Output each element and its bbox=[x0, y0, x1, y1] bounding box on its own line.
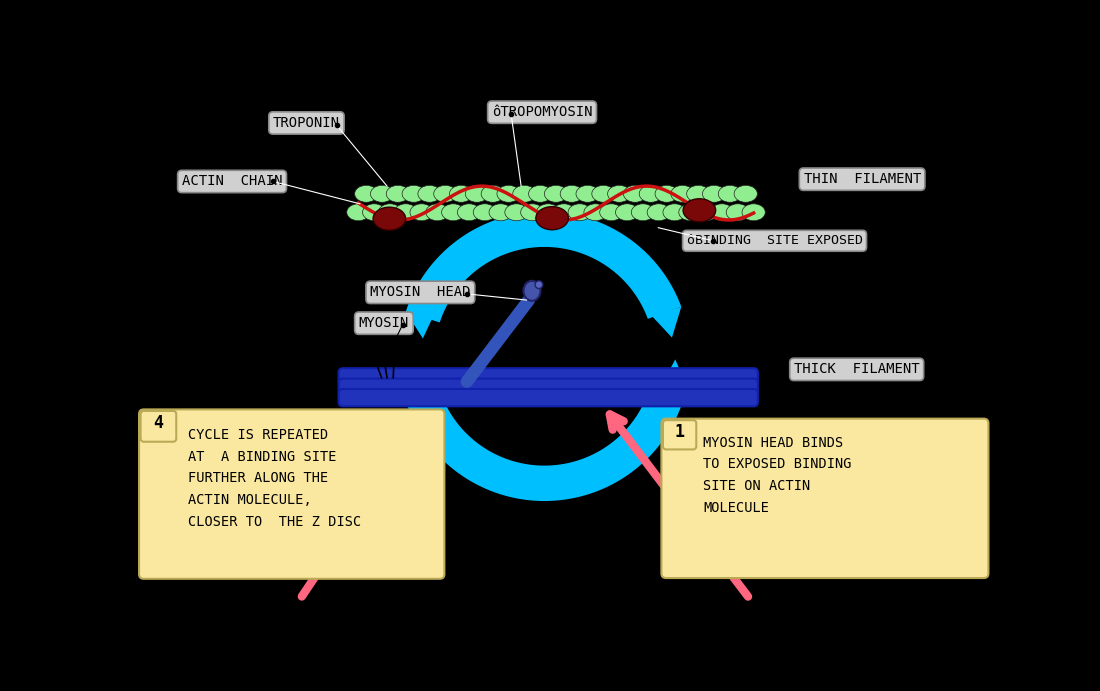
Polygon shape bbox=[406, 211, 681, 323]
Ellipse shape bbox=[346, 204, 370, 220]
Ellipse shape bbox=[654, 185, 679, 202]
Ellipse shape bbox=[441, 204, 465, 220]
Ellipse shape bbox=[671, 185, 694, 202]
Ellipse shape bbox=[505, 204, 528, 220]
Ellipse shape bbox=[465, 185, 488, 202]
Ellipse shape bbox=[490, 204, 513, 220]
Ellipse shape bbox=[576, 185, 600, 202]
Ellipse shape bbox=[703, 185, 726, 202]
Ellipse shape bbox=[394, 204, 417, 220]
Text: THICK  FILAMENT: THICK FILAMENT bbox=[794, 362, 920, 377]
Ellipse shape bbox=[607, 185, 631, 202]
Ellipse shape bbox=[686, 185, 710, 202]
Ellipse shape bbox=[624, 185, 647, 202]
FancyBboxPatch shape bbox=[339, 368, 758, 386]
Ellipse shape bbox=[481, 185, 505, 202]
Ellipse shape bbox=[560, 185, 583, 202]
Ellipse shape bbox=[371, 185, 394, 202]
Ellipse shape bbox=[433, 185, 456, 202]
Ellipse shape bbox=[536, 207, 569, 229]
Ellipse shape bbox=[544, 185, 568, 202]
Polygon shape bbox=[406, 305, 439, 339]
Ellipse shape bbox=[584, 204, 607, 220]
Polygon shape bbox=[406, 379, 686, 501]
Ellipse shape bbox=[386, 185, 409, 202]
Ellipse shape bbox=[418, 185, 441, 202]
Ellipse shape bbox=[734, 185, 757, 202]
Ellipse shape bbox=[616, 204, 639, 220]
Text: ôTROPOMYOSIN: ôTROPOMYOSIN bbox=[492, 105, 592, 119]
Ellipse shape bbox=[513, 185, 536, 202]
FancyBboxPatch shape bbox=[141, 411, 176, 442]
Text: CYCLE IS REPEATED
AT  A BINDING SITE
FURTHER ALONG THE
ACTIN MOLECULE,
CLOSER TO: CYCLE IS REPEATED AT A BINDING SITE FURT… bbox=[188, 428, 361, 529]
Ellipse shape bbox=[552, 204, 575, 220]
Text: ACTIN  CHAIN: ACTIN CHAIN bbox=[182, 175, 283, 189]
Ellipse shape bbox=[497, 185, 520, 202]
Ellipse shape bbox=[520, 204, 543, 220]
Text: MYOSIN: MYOSIN bbox=[359, 316, 409, 330]
Ellipse shape bbox=[726, 204, 749, 220]
Ellipse shape bbox=[663, 204, 686, 220]
Ellipse shape bbox=[450, 185, 473, 202]
Ellipse shape bbox=[639, 185, 662, 202]
Ellipse shape bbox=[647, 204, 670, 220]
Ellipse shape bbox=[529, 185, 552, 202]
Ellipse shape bbox=[711, 204, 734, 220]
Ellipse shape bbox=[718, 185, 741, 202]
Ellipse shape bbox=[403, 185, 426, 202]
Ellipse shape bbox=[410, 204, 433, 220]
Ellipse shape bbox=[458, 204, 481, 220]
Ellipse shape bbox=[363, 204, 386, 220]
Text: 1: 1 bbox=[674, 424, 684, 442]
Ellipse shape bbox=[683, 199, 716, 222]
Ellipse shape bbox=[373, 207, 406, 230]
Text: MYOSIN  HEAD: MYOSIN HEAD bbox=[370, 285, 471, 299]
FancyBboxPatch shape bbox=[661, 419, 989, 578]
FancyBboxPatch shape bbox=[339, 389, 758, 406]
Text: MYOSIN HEAD BINDS
TO EXPOSED BINDING
SITE ON ACTIN
MOLECULE: MYOSIN HEAD BINDS TO EXPOSED BINDING SIT… bbox=[703, 435, 851, 515]
Text: ôBINDING  SITE EXPOSED: ôBINDING SITE EXPOSED bbox=[686, 234, 862, 247]
Ellipse shape bbox=[568, 204, 592, 220]
Polygon shape bbox=[652, 307, 681, 338]
Ellipse shape bbox=[600, 204, 623, 220]
Ellipse shape bbox=[524, 281, 540, 301]
FancyBboxPatch shape bbox=[339, 379, 758, 396]
Ellipse shape bbox=[592, 185, 615, 202]
FancyBboxPatch shape bbox=[663, 420, 696, 449]
Ellipse shape bbox=[378, 204, 402, 220]
Ellipse shape bbox=[537, 204, 560, 220]
Ellipse shape bbox=[631, 204, 654, 220]
Ellipse shape bbox=[742, 204, 766, 220]
Ellipse shape bbox=[679, 204, 702, 220]
Ellipse shape bbox=[354, 185, 378, 202]
Ellipse shape bbox=[426, 204, 449, 220]
Ellipse shape bbox=[473, 204, 496, 220]
Text: TROPONIN: TROPONIN bbox=[273, 116, 340, 130]
Text: 4: 4 bbox=[153, 415, 164, 433]
Text: THIN  FILAMENT: THIN FILAMENT bbox=[803, 172, 921, 186]
Ellipse shape bbox=[694, 204, 718, 220]
FancyBboxPatch shape bbox=[139, 409, 444, 579]
Ellipse shape bbox=[535, 281, 542, 289]
Polygon shape bbox=[658, 359, 686, 392]
